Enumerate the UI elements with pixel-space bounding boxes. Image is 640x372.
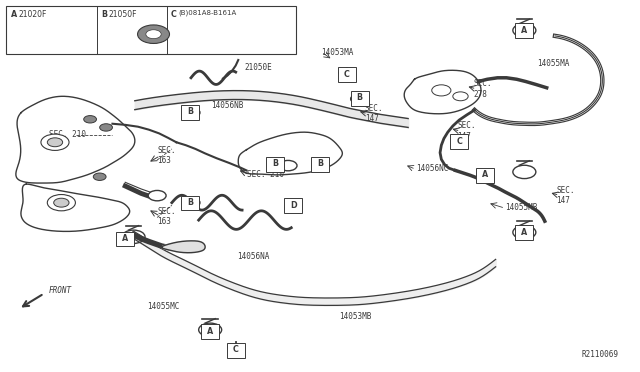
FancyBboxPatch shape — [351, 91, 369, 106]
Text: A: A — [521, 228, 527, 237]
Text: B: B — [356, 93, 363, 102]
Text: SEC.
147: SEC. 147 — [365, 104, 383, 124]
Bar — [6, 6, 296, 54]
Text: 21050F: 21050F — [109, 10, 138, 19]
Text: 14055MC: 14055MC — [148, 302, 180, 311]
FancyBboxPatch shape — [116, 232, 134, 246]
Text: A: A — [482, 170, 488, 179]
FancyBboxPatch shape — [266, 157, 284, 171]
Text: 14055MB: 14055MB — [505, 203, 538, 212]
Text: B: B — [101, 10, 108, 19]
Circle shape — [100, 124, 113, 131]
FancyBboxPatch shape — [227, 343, 244, 357]
Text: 14056NC: 14056NC — [416, 164, 448, 173]
FancyBboxPatch shape — [451, 135, 468, 149]
Text: (B)081A8-B161A: (B)081A8-B161A — [179, 10, 237, 16]
Circle shape — [453, 92, 468, 101]
FancyBboxPatch shape — [515, 225, 533, 240]
FancyBboxPatch shape — [181, 105, 199, 120]
Text: SEC.
163: SEC. 163 — [157, 207, 175, 226]
Circle shape — [54, 198, 69, 207]
Text: SEC.
278: SEC. 278 — [473, 79, 492, 99]
Text: B: B — [317, 159, 323, 168]
Text: D: D — [290, 201, 296, 210]
Text: C: C — [233, 345, 239, 354]
Circle shape — [47, 195, 76, 211]
FancyBboxPatch shape — [311, 157, 329, 171]
Text: 14053MA: 14053MA — [321, 48, 354, 57]
Text: A: A — [122, 234, 129, 243]
Text: SEC. 210: SEC. 210 — [49, 130, 86, 140]
Text: SEC.
147: SEC. 147 — [458, 121, 476, 141]
Text: 21020F: 21020F — [19, 10, 47, 19]
Polygon shape — [161, 241, 205, 253]
Text: 21050E: 21050E — [244, 63, 273, 72]
Text: C: C — [456, 137, 462, 146]
Circle shape — [47, 138, 63, 147]
Text: 14055MA: 14055MA — [537, 59, 570, 68]
Circle shape — [148, 190, 166, 201]
Text: SEC.
163: SEC. 163 — [157, 146, 175, 165]
Text: FRONT: FRONT — [49, 286, 72, 295]
Circle shape — [41, 134, 69, 150]
FancyBboxPatch shape — [476, 168, 493, 183]
Text: B: B — [272, 159, 278, 168]
Text: R2110069: R2110069 — [582, 350, 619, 359]
FancyBboxPatch shape — [201, 324, 219, 339]
Circle shape — [432, 85, 451, 96]
Text: B: B — [188, 108, 193, 116]
Text: C: C — [344, 70, 349, 78]
Circle shape — [93, 173, 106, 180]
Text: B: B — [188, 198, 193, 207]
Text: 14056NA: 14056NA — [237, 252, 269, 261]
FancyBboxPatch shape — [338, 67, 356, 82]
FancyBboxPatch shape — [515, 23, 533, 38]
FancyBboxPatch shape — [181, 196, 199, 211]
Text: A: A — [207, 327, 213, 336]
Text: SEC.
147: SEC. 147 — [556, 186, 575, 205]
Text: C: C — [171, 10, 177, 19]
Circle shape — [138, 25, 170, 44]
Text: 14056NB: 14056NB — [211, 101, 244, 110]
Text: A: A — [11, 10, 17, 19]
Text: SEC. 210: SEC. 210 — [246, 170, 284, 179]
Text: A: A — [521, 26, 527, 35]
Text: 14053MB: 14053MB — [339, 312, 372, 321]
Circle shape — [84, 116, 97, 123]
Circle shape — [146, 30, 161, 39]
FancyBboxPatch shape — [284, 198, 302, 213]
